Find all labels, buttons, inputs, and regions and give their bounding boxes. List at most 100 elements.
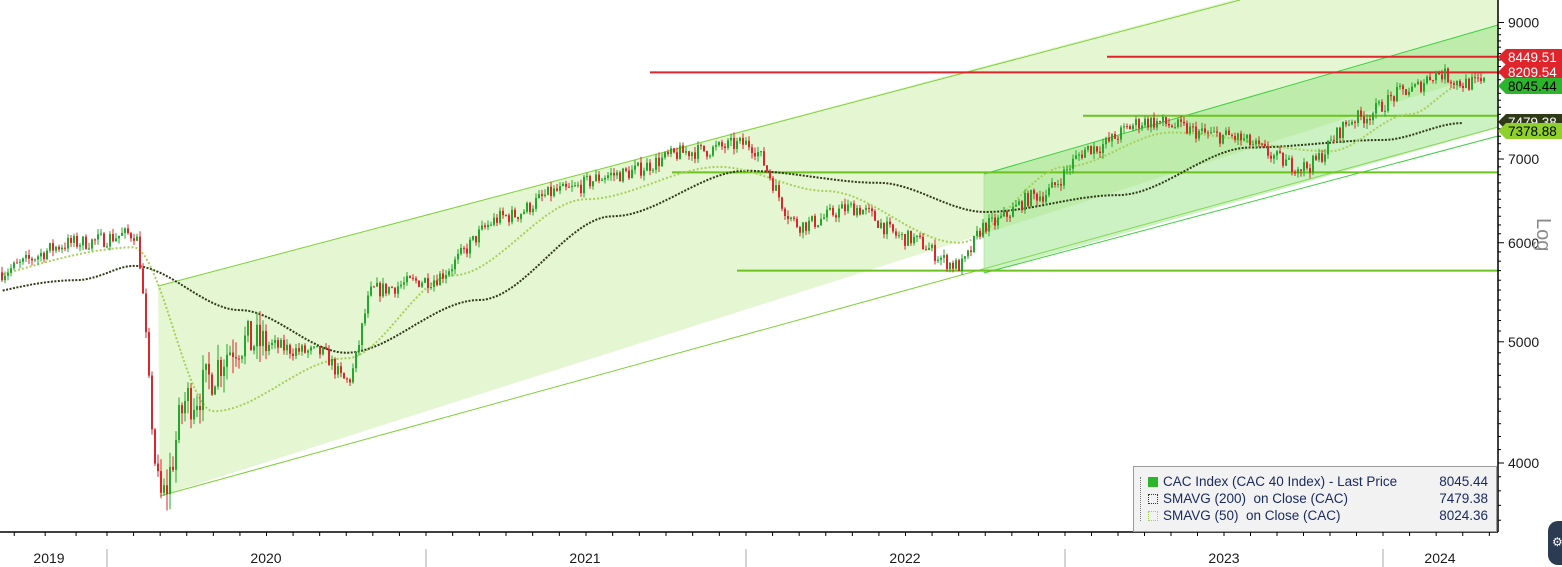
wide-channel-fill — [158, 0, 1498, 496]
candle-body — [679, 145, 681, 159]
candle-body — [1405, 89, 1407, 95]
candle-body — [667, 152, 669, 154]
candle-body — [457, 253, 459, 260]
candle-body — [1300, 169, 1302, 171]
candle-body — [838, 208, 840, 218]
candle-body — [1105, 137, 1107, 145]
candle-body — [1177, 119, 1179, 128]
legend-label: SMAVG (200) on Close (CAC) — [1163, 491, 1349, 506]
candle-body — [346, 378, 348, 380]
price-label-flag — [1498, 78, 1562, 94]
legend-row-sma50[interactable]: SMAVG (50) on Close (CAC) 8024.36 — [1134, 508, 1496, 525]
candle-body — [1459, 80, 1461, 86]
candle-body — [112, 233, 114, 242]
candle-body — [760, 151, 762, 153]
candle-body — [553, 188, 555, 197]
candle-body — [745, 140, 747, 145]
candle-body — [340, 366, 342, 373]
candle-body — [331, 359, 333, 366]
candle-body — [1441, 74, 1443, 80]
candle-body — [1153, 117, 1155, 128]
candle-body — [1390, 95, 1392, 97]
candle-body — [379, 282, 381, 297]
candle-body — [1396, 86, 1398, 102]
candle-body — [1159, 120, 1161, 122]
price-candles — [1, 64, 1485, 511]
candle-body — [1009, 216, 1011, 218]
candle-body — [496, 217, 498, 223]
candle-body — [22, 258, 24, 262]
price-label-text: 7378.88 — [1508, 124, 1557, 139]
candle-body — [1039, 196, 1041, 201]
candle-body — [1015, 204, 1017, 207]
chart-options-icon[interactable]: ⚙ — [1548, 521, 1562, 565]
candle-body — [514, 209, 516, 218]
candle-body — [673, 148, 675, 153]
candle-body — [820, 218, 822, 226]
candle-body — [1144, 118, 1146, 126]
candle-body — [289, 344, 291, 354]
candle-body — [1426, 76, 1428, 84]
candle-body — [1006, 211, 1008, 217]
candle-body — [325, 347, 327, 349]
candle-body — [1000, 216, 1002, 218]
candle-body — [373, 286, 375, 288]
candle-body — [307, 350, 309, 353]
y-tick-label: 9000 — [1508, 15, 1539, 31]
legend-row-price[interactable]: CAC Index (CAC 40 Index) - Last Price 80… — [1134, 474, 1496, 491]
candle-body — [82, 236, 84, 246]
candle-body — [1066, 169, 1068, 171]
candle-body — [517, 217, 519, 219]
candle-body — [1003, 211, 1005, 217]
candle-body — [781, 197, 783, 209]
candle-body — [1114, 134, 1116, 139]
sma50-line — [2, 83, 1463, 413]
candle-body — [85, 236, 87, 249]
candle-body — [1375, 103, 1377, 114]
candle-body — [1423, 83, 1425, 92]
candle-body — [10, 268, 12, 273]
candle-body — [466, 248, 468, 254]
price-swatch-icon — [1148, 477, 1158, 487]
candle-body — [724, 146, 726, 148]
candle-body — [1255, 140, 1257, 145]
candle-body — [1102, 144, 1104, 154]
price-label: 7378.88 — [1498, 123, 1562, 139]
candle-body — [1201, 128, 1203, 131]
candle-body — [706, 151, 708, 157]
candle-body — [877, 220, 879, 228]
candle-body — [613, 172, 615, 176]
legend-row-sma200[interactable]: SMAVG (200) on Close (CAC) 7479.38 — [1134, 491, 1496, 508]
candle-body — [1312, 155, 1314, 173]
x-tick-label: 2019 — [33, 550, 64, 566]
candle-body — [1240, 133, 1242, 141]
candle-body — [853, 203, 855, 216]
candle-body — [352, 368, 354, 383]
candle-body — [94, 239, 96, 241]
candle-body — [817, 225, 819, 227]
candle-body — [1078, 154, 1080, 156]
candle-body — [1204, 128, 1206, 133]
candle-body — [4, 275, 6, 281]
candle-body — [652, 169, 654, 171]
candle-body — [358, 344, 360, 352]
candle-body — [319, 346, 321, 355]
candle-body — [580, 184, 582, 194]
candle-body — [754, 153, 756, 157]
price-label-flag — [1498, 64, 1562, 80]
candle-body — [478, 229, 480, 243]
candle-body — [49, 243, 51, 251]
candle-body — [505, 215, 507, 217]
candle-body — [592, 181, 594, 187]
legend-box[interactable]: CAC Index (CAC 40 Index) - Last Price 80… — [1133, 466, 1497, 532]
candle-body — [1138, 119, 1140, 129]
candle-body — [1477, 77, 1479, 79]
candle-body — [1318, 153, 1320, 160]
candle-body — [586, 176, 588, 178]
y-tick-label: 6000 — [1508, 235, 1539, 251]
candle-body — [799, 227, 801, 233]
price-label: 8045.44 — [1498, 78, 1562, 94]
candle-body — [52, 243, 54, 251]
candle-body — [502, 210, 504, 216]
candle-body — [1270, 155, 1272, 159]
